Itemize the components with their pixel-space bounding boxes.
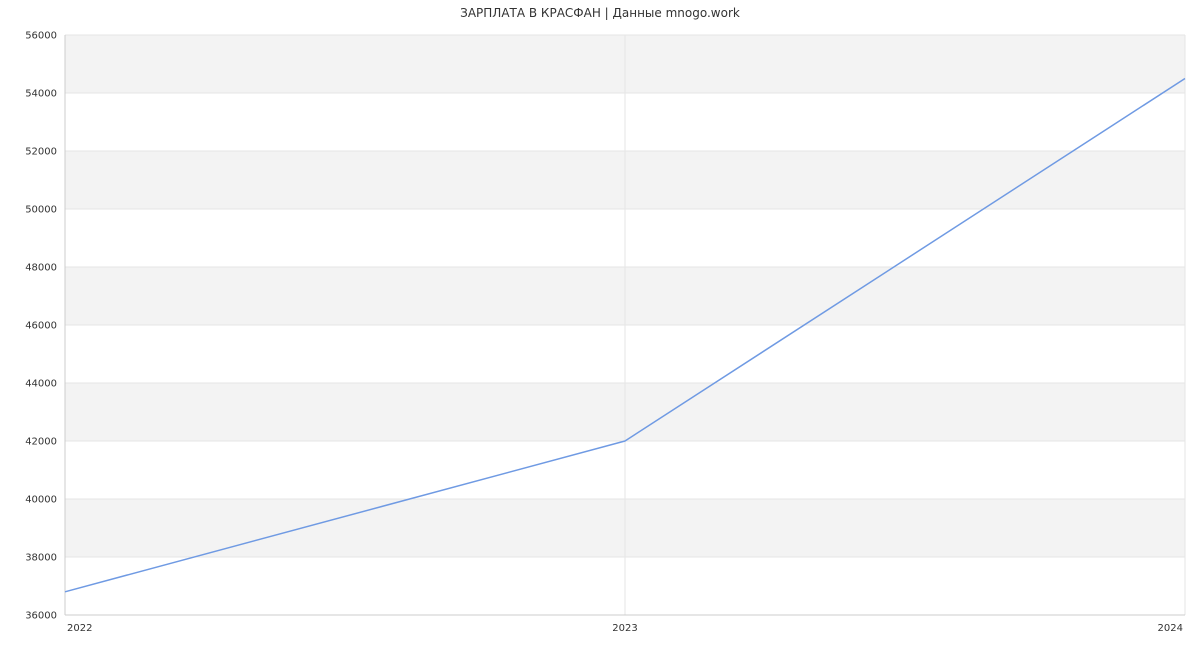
y-tick-label: 46000 [25,321,57,332]
y-tick-label: 54000 [25,89,57,100]
y-tick-label: 40000 [25,495,57,506]
x-tick-label: 2024 [1158,623,1183,634]
y-tick-label: 52000 [25,147,57,158]
chart-title: ЗАРПЛАТА В КРАСФАН | Данные mnogo.work [0,6,1200,20]
y-tick-label: 50000 [25,205,57,216]
y-tick-label: 38000 [25,553,57,564]
y-tick-label: 36000 [25,611,57,622]
y-tick-label: 56000 [25,31,57,42]
x-tick-label: 2022 [67,623,92,634]
x-tick-label: 2023 [612,623,637,634]
y-tick-label: 44000 [25,379,57,390]
chart-svg: 36000 38000 40000 42000 44000 46000 48000 50000… [0,0,1200,650]
y-tick-label: 42000 [25,437,57,448]
y-tick-label: 48000 [25,263,57,274]
salary-line-chart: ЗАРПЛАТА В КРАСФАН | Данные mnogo.work 3… [0,0,1200,650]
